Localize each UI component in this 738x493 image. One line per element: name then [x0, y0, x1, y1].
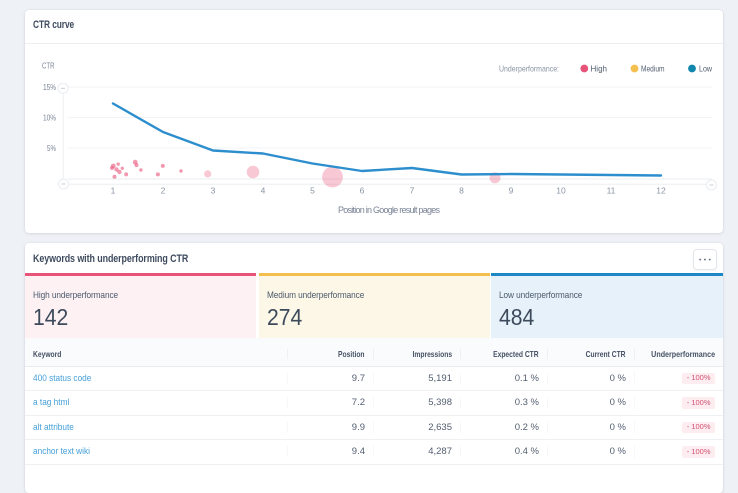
svg-text:5: 5	[310, 186, 315, 196]
svg-text:Position in Google result page: Position in Google result pages	[338, 205, 441, 215]
svg-text:2: 2	[161, 186, 166, 196]
svg-text:10: 10	[556, 186, 566, 196]
svg-text:1: 1	[111, 186, 116, 196]
svg-text:6: 6	[360, 186, 365, 196]
svg-text:CTR: CTR	[42, 61, 55, 71]
svg-text:5%: 5%	[47, 143, 56, 153]
svg-text:7: 7	[410, 186, 415, 196]
svg-text:11: 11	[607, 186, 616, 196]
svg-text:Medium: Medium	[641, 64, 665, 74]
svg-text:9: 9	[509, 186, 514, 196]
svg-text:12: 12	[656, 186, 666, 196]
svg-text:3: 3	[211, 186, 216, 196]
svg-text:4: 4	[261, 186, 266, 196]
svg-text:15%: 15%	[43, 82, 56, 92]
svg-text:Low: Low	[699, 64, 713, 74]
svg-text:High: High	[591, 64, 608, 74]
svg-text:8: 8	[459, 186, 464, 196]
svg-text:10%: 10%	[43, 113, 56, 123]
svg-text:Underperformance:: Underperformance:	[499, 64, 559, 74]
